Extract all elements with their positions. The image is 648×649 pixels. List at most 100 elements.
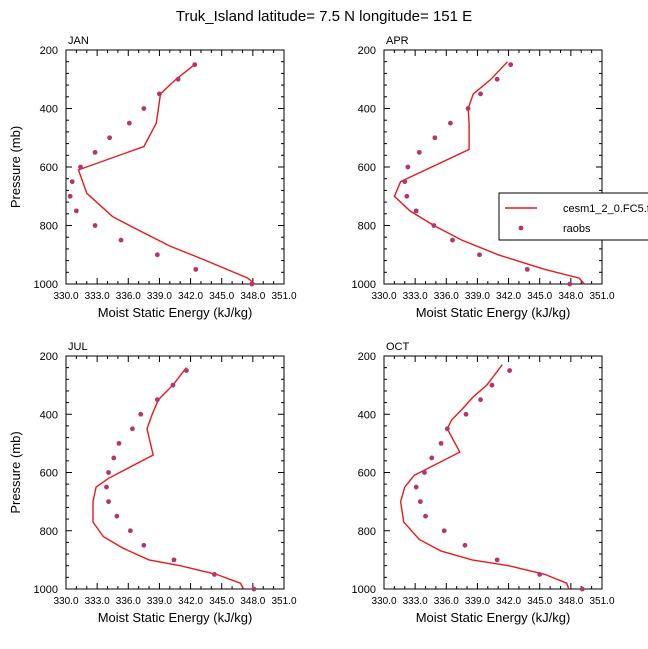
raobs-point bbox=[494, 76, 500, 82]
raobs-point bbox=[402, 179, 408, 185]
raobs-point bbox=[465, 106, 471, 111]
legend-marker-swatch bbox=[518, 225, 524, 231]
raobs-point bbox=[69, 179, 75, 185]
x-tick-label: 351.0 bbox=[271, 596, 296, 607]
x-tick-label: 348.0 bbox=[240, 596, 265, 607]
raobs-point bbox=[116, 440, 122, 446]
y-tick-label: 1000 bbox=[352, 279, 376, 291]
y-tick-label: 1000 bbox=[34, 584, 58, 596]
x-tick-label: 348.0 bbox=[240, 291, 265, 302]
legend-label-model: cesm1_2_0.FC5.f19 bbox=[563, 203, 648, 215]
x-axis-label: Moist Static Energy (kJ/kg) bbox=[98, 610, 253, 625]
y-tick-label: 1000 bbox=[352, 584, 376, 596]
raobs-point bbox=[251, 586, 257, 592]
y-tick-label: 800 bbox=[358, 221, 376, 233]
raobs-point bbox=[404, 193, 410, 199]
raobs-point bbox=[413, 484, 419, 490]
legend: cesm1_2_0.FC5.f19raobs bbox=[498, 192, 648, 241]
x-tick-label: 336.0 bbox=[434, 596, 459, 607]
raobs-point bbox=[567, 281, 573, 287]
panel-label: JUL bbox=[68, 341, 88, 353]
x-axis-label: Moist Static Energy (kJ/kg) bbox=[98, 305, 253, 320]
raobs-point bbox=[448, 120, 453, 126]
y-axis-label: Pressure (mb) bbox=[8, 126, 23, 208]
x-tick-label: 339.0 bbox=[465, 596, 490, 607]
legend-box bbox=[498, 192, 648, 241]
raobs-point bbox=[423, 513, 428, 519]
x-tick-label: 345.0 bbox=[209, 291, 234, 302]
raobs-point bbox=[413, 208, 419, 214]
raobs-point bbox=[507, 368, 513, 373]
model-line bbox=[77, 64, 256, 285]
y-tick-label: 600 bbox=[40, 468, 58, 480]
y-tick-label: 200 bbox=[40, 351, 58, 363]
x-tick-label: 348.0 bbox=[558, 291, 583, 302]
raobs-point bbox=[118, 237, 124, 243]
raobs-point bbox=[441, 528, 447, 534]
panel-apr: 330.0 333.0 336.0 339.0 342.0 345.0 348.0 351.0… bbox=[352, 35, 615, 320]
raobs-point bbox=[579, 586, 585, 592]
raobs-point bbox=[78, 164, 83, 170]
y-tick-label: 400 bbox=[40, 409, 58, 421]
x-tick-label: 342.0 bbox=[178, 291, 203, 302]
raobs-point bbox=[114, 513, 120, 519]
y-tick-label: 1000 bbox=[34, 279, 58, 291]
x-tick-label: 336.0 bbox=[116, 596, 141, 607]
raobs-point bbox=[92, 223, 98, 228]
plot-frame bbox=[65, 49, 285, 285]
raobs-point bbox=[127, 528, 133, 534]
raobs-point bbox=[463, 411, 469, 417]
raobs-point bbox=[126, 120, 132, 126]
raobs-point bbox=[422, 470, 427, 475]
y-tick-label: 800 bbox=[358, 526, 376, 538]
y-tick-label: 600 bbox=[40, 162, 58, 174]
panel-label: OCT bbox=[386, 341, 410, 353]
raobs-point bbox=[106, 499, 111, 505]
raobs-point bbox=[141, 106, 147, 111]
raobs-point bbox=[141, 542, 147, 548]
x-tick-label: 330.0 bbox=[53, 291, 78, 302]
raobs-point bbox=[111, 455, 117, 461]
raobs-point bbox=[524, 266, 530, 272]
panels: 330.0 333.0 336.0 339.0 342.0 345.0 348.0 351.0… bbox=[8, 35, 615, 625]
y-tick-label: 800 bbox=[40, 526, 58, 538]
x-tick-label: 351.0 bbox=[271, 291, 296, 302]
y-tick-label: 800 bbox=[40, 221, 58, 233]
x-tick-label: 336.0 bbox=[116, 291, 141, 302]
x-tick-label: 336.0 bbox=[434, 291, 459, 302]
x-tick-label: 339.0 bbox=[465, 291, 490, 302]
raobs-point bbox=[450, 237, 455, 243]
panel-jan: 330.0 333.0 336.0 339.0 342.0 345.0 348.0 351.0… bbox=[8, 35, 297, 320]
raobs-point bbox=[184, 368, 189, 373]
x-tick-label: 339.0 bbox=[147, 596, 172, 607]
raobs-point bbox=[405, 164, 411, 170]
raobs-point bbox=[170, 382, 176, 388]
x-tick-label: 345.0 bbox=[527, 596, 552, 607]
raobs-point bbox=[416, 149, 422, 155]
raobs-point bbox=[92, 149, 98, 155]
raobs-point bbox=[107, 135, 112, 141]
x-tick-label: 351.0 bbox=[589, 291, 614, 302]
raobs-point bbox=[432, 135, 438, 141]
raobs-point bbox=[537, 572, 543, 577]
raobs-point bbox=[171, 557, 177, 563]
y-tick-label: 600 bbox=[358, 162, 376, 174]
x-tick-label: 333.0 bbox=[85, 596, 110, 607]
plot-frame bbox=[383, 49, 603, 285]
x-tick-label: 342.0 bbox=[178, 596, 203, 607]
legend-label-obs: raobs bbox=[563, 223, 591, 235]
y-tick-label: 200 bbox=[358, 351, 376, 363]
raobs-point bbox=[104, 484, 109, 490]
raobs-point bbox=[477, 252, 482, 258]
raobs-point bbox=[154, 397, 160, 403]
raobs-point bbox=[508, 62, 514, 68]
y-tick-label: 400 bbox=[358, 409, 376, 421]
y-tick-label: 400 bbox=[358, 104, 376, 116]
x-tick-label: 339.0 bbox=[147, 291, 172, 302]
x-tick-label: 333.0 bbox=[403, 291, 428, 302]
raobs-point bbox=[494, 557, 500, 563]
x-axis-label: Moist Static Energy (kJ/kg) bbox=[416, 305, 571, 320]
raobs-point bbox=[138, 411, 144, 417]
panel-oct: 330.0 333.0 336.0 339.0 342.0 345.0 348.0 351.0… bbox=[352, 341, 615, 625]
